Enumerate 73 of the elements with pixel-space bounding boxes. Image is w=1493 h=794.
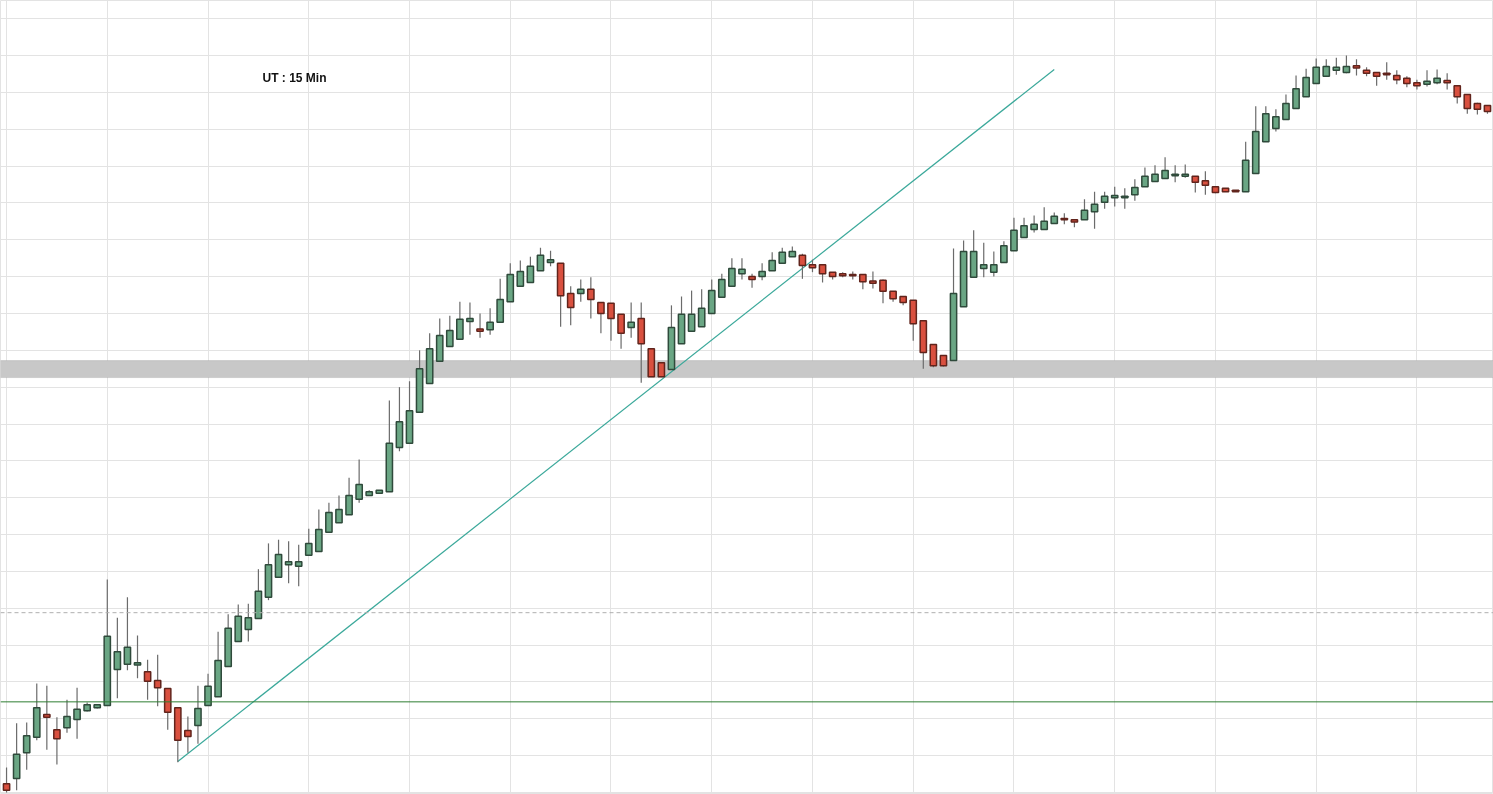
candlestick bbox=[1161, 156, 1169, 180]
candlestick bbox=[1423, 69, 1431, 88]
candlestick bbox=[335, 494, 343, 524]
candlestick bbox=[466, 301, 474, 336]
candlestick bbox=[1040, 206, 1049, 231]
candlestick bbox=[1130, 178, 1139, 202]
candlestick bbox=[456, 301, 464, 340]
candlestick bbox=[1302, 68, 1310, 98]
candlestick bbox=[1282, 93, 1290, 121]
candlestick bbox=[798, 253, 807, 280]
candlestick bbox=[63, 699, 71, 734]
candlestick bbox=[244, 603, 253, 643]
candlestick bbox=[345, 477, 353, 516]
candlestick bbox=[204, 673, 212, 707]
candlestick bbox=[717, 273, 726, 298]
candlestick bbox=[1413, 79, 1421, 90]
candlestick bbox=[536, 247, 545, 272]
candlestick bbox=[989, 250, 998, 278]
candlestick bbox=[707, 278, 716, 315]
candlestick bbox=[355, 458, 364, 504]
candlestick bbox=[325, 502, 333, 534]
candlestick bbox=[697, 288, 706, 328]
candlestick bbox=[133, 634, 142, 679]
candlestick bbox=[476, 312, 484, 339]
candlestick bbox=[2, 766, 11, 794]
candlestick bbox=[586, 276, 595, 320]
candlestick bbox=[1110, 186, 1119, 208]
candlestick bbox=[869, 270, 877, 289]
candlestick bbox=[113, 617, 122, 699]
candlestick bbox=[163, 687, 172, 731]
candlestick bbox=[496, 278, 505, 324]
candlestick bbox=[22, 721, 31, 771]
candlestick bbox=[1463, 93, 1472, 115]
candlestick bbox=[566, 285, 575, 326]
candlestick bbox=[979, 242, 988, 278]
candlestick bbox=[768, 251, 777, 272]
candlestick bbox=[1141, 166, 1149, 188]
candlestick bbox=[1312, 57, 1321, 85]
candlestick bbox=[194, 685, 202, 745]
candlestick bbox=[294, 544, 303, 587]
candlestick bbox=[738, 257, 746, 281]
candlestick bbox=[597, 301, 605, 334]
candlestick bbox=[1201, 170, 1210, 196]
candlestick bbox=[143, 659, 152, 701]
candlestick bbox=[486, 307, 494, 336]
candlestick bbox=[184, 715, 192, 754]
candlestick bbox=[153, 654, 162, 707]
candlestick bbox=[1292, 74, 1300, 110]
candlestick bbox=[73, 687, 81, 740]
candlestick bbox=[607, 302, 615, 342]
candlestick bbox=[284, 540, 293, 584]
candlestick bbox=[445, 315, 454, 348]
candlestick bbox=[687, 290, 696, 332]
candlestick bbox=[53, 716, 61, 766]
candlestick bbox=[627, 301, 636, 339]
candlestick bbox=[1010, 217, 1018, 252]
candlestick bbox=[314, 508, 323, 553]
candlestick bbox=[304, 528, 313, 556]
candlestick bbox=[909, 299, 918, 342]
candlestick bbox=[1080, 198, 1089, 221]
candlestick bbox=[728, 257, 736, 287]
candlestick bbox=[1000, 240, 1008, 264]
text: UT : 15 Min bbox=[262, 70, 327, 85]
candlestick bbox=[516, 259, 525, 287]
candlestick bbox=[1030, 214, 1038, 233]
candlestick bbox=[274, 539, 283, 579]
candlestick bbox=[42, 685, 51, 751]
candlestick bbox=[576, 278, 585, 303]
candlestick bbox=[1272, 108, 1280, 133]
candlestick bbox=[617, 313, 625, 350]
candlestick bbox=[1020, 217, 1028, 239]
candlestick bbox=[758, 262, 766, 281]
candlestick bbox=[748, 273, 756, 289]
